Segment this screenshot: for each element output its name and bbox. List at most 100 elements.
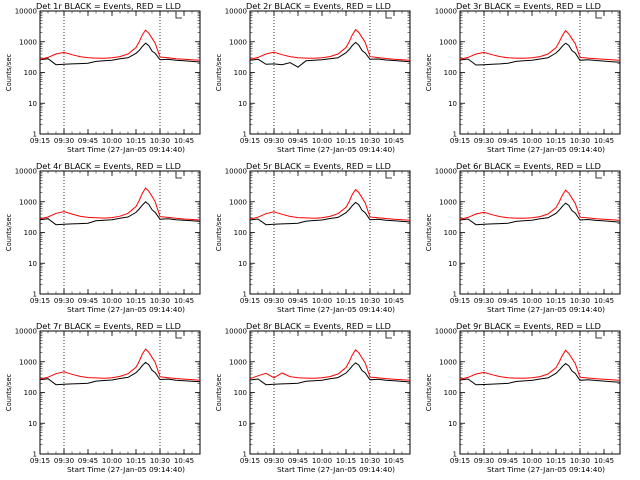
panel-title: Det 5r BLACK = Events, RED = LLD (246, 161, 391, 171)
x-tick-label: 10:30 (150, 297, 170, 305)
y-tick-label: 1 (453, 291, 457, 299)
x-tick-label: 09:30 (264, 297, 284, 305)
x-tick-label: 09:45 (498, 137, 518, 145)
y-tick-label: 100 (24, 389, 37, 397)
panel-title: Det 3r BLACK = Events, RED = LLD (456, 1, 601, 11)
panel-title: Det 8r BLACK = Events, RED = LLD (246, 321, 391, 331)
x-tick-label: 10:15 (546, 137, 566, 145)
y-tick-label: 10 (28, 100, 37, 108)
x-tick-label: 09:30 (474, 137, 494, 145)
x-tick-label: 09:30 (54, 457, 74, 465)
x-tick-label: 10:00 (312, 297, 332, 305)
panel-det-9: Det 9r BLACK = Events, RED = LLD 1 10 100 10… (425, 321, 621, 474)
panel-det-4: Det 4r BLACK = Events, RED = LLD 1 10 100 10… (5, 161, 201, 314)
x-axis-label: Start Time (27-Jan-05 09:14:40) (487, 305, 605, 314)
x-tick-label: 10:30 (150, 457, 170, 465)
x-tick-label: 09:30 (54, 297, 74, 305)
series-line-lld (459, 189, 621, 221)
y-tick-label: 1000 (439, 38, 457, 46)
y-tick-label: 1000 (19, 38, 37, 46)
x-tick-label: 09:45 (288, 457, 308, 465)
x-tick-label: 10:45 (384, 137, 404, 145)
y-tick-label: 10 (448, 420, 457, 428)
bracket-marker-icon (175, 172, 182, 179)
x-tick-label: 09:15 (240, 457, 260, 465)
x-tick-label: 10:45 (174, 457, 194, 465)
y-tick-label: 10 (238, 260, 247, 268)
bracket-marker-icon (595, 172, 602, 179)
y-tick-label: 10 (448, 260, 457, 268)
y-tick-label: 1000 (229, 38, 247, 46)
x-tick-label: 09:15 (30, 297, 50, 305)
x-tick-label: 10:00 (312, 137, 332, 145)
x-tick-label: 09:45 (78, 297, 98, 305)
x-tick-label: 10:00 (102, 137, 122, 145)
x-tick-label: 10:30 (360, 457, 380, 465)
y-tick-label: 100 (444, 69, 457, 77)
series-line-events (39, 42, 201, 66)
y-axis-label: Counts/sec (5, 54, 13, 92)
x-tick-label: 09:15 (450, 457, 470, 465)
y-tick-label: 100 (234, 69, 247, 77)
x-tick-label: 10:15 (126, 137, 146, 145)
series-line-events (459, 42, 621, 66)
y-tick-label: 1000 (439, 358, 457, 366)
bracket-marker-icon (385, 12, 392, 19)
x-tick-label: 09:30 (54, 137, 74, 145)
bracket-marker-icon (175, 12, 182, 19)
y-tick-label: 10000 (225, 8, 247, 16)
x-tick-label: 10:00 (102, 297, 122, 305)
y-axis-label: Counts/sec (215, 374, 223, 412)
panel-title: Det 2r BLACK = Events, RED = LLD (246, 1, 391, 11)
y-tick-label: 1000 (19, 198, 37, 206)
y-tick-label: 1 (33, 451, 37, 459)
bracket-marker-icon (175, 332, 182, 339)
x-tick-label: 10:00 (522, 137, 542, 145)
series-line-events (249, 362, 411, 386)
x-tick-label: 10:15 (336, 137, 356, 145)
x-tick-label: 10:00 (102, 457, 122, 465)
x-tick-label: 10:45 (384, 457, 404, 465)
bracket-marker-icon (385, 172, 392, 179)
y-tick-label: 1000 (229, 358, 247, 366)
x-tick-label: 09:15 (450, 297, 470, 305)
y-tick-label: 100 (444, 229, 457, 237)
y-tick-label: 100 (24, 69, 37, 77)
x-tick-label: 09:15 (450, 137, 470, 145)
y-tick-label: 10 (448, 100, 457, 108)
x-tick-label: 10:15 (546, 297, 566, 305)
panel-det-1: Det 1r BLACK = Events, RED = LLD 1 10 100 10… (5, 1, 201, 154)
y-tick-label: 100 (444, 389, 457, 397)
y-axis-label: Counts/sec (425, 374, 433, 412)
series-line-lld (459, 349, 621, 381)
y-tick-label: 1 (243, 451, 247, 459)
y-tick-label: 10 (238, 420, 247, 428)
x-tick-label: 10:30 (570, 137, 590, 145)
y-tick-label: 1000 (229, 198, 247, 206)
panel-det-5: Det 5r BLACK = Events, RED = LLD 1 10 100 10… (215, 161, 411, 314)
x-tick-label: 09:45 (78, 457, 98, 465)
x-axis-label: Start Time (27-Jan-05 09:14:40) (67, 145, 185, 154)
series-line-lld (39, 29, 201, 61)
x-tick-label: 09:30 (264, 457, 284, 465)
y-tick-label: 100 (234, 389, 247, 397)
x-tick-label: 09:30 (474, 457, 494, 465)
series-line-lld (249, 349, 411, 381)
y-tick-label: 1 (453, 131, 457, 139)
x-tick-label: 10:30 (360, 297, 380, 305)
x-tick-label: 09:45 (498, 457, 518, 465)
y-tick-label: 10000 (15, 8, 37, 16)
x-tick-label: 09:15 (240, 137, 260, 145)
series-line-events (39, 201, 201, 226)
y-tick-label: 10000 (15, 328, 37, 336)
y-tick-label: 10 (28, 420, 37, 428)
series-line-lld (39, 187, 201, 221)
x-tick-label: 10:30 (150, 137, 170, 145)
y-tick-label: 1 (33, 291, 37, 299)
x-tick-label: 10:15 (126, 457, 146, 465)
x-tick-label: 10:00 (522, 457, 542, 465)
y-tick-label: 1000 (439, 198, 457, 206)
x-tick-label: 10:30 (570, 297, 590, 305)
series-line-lld (249, 28, 411, 61)
